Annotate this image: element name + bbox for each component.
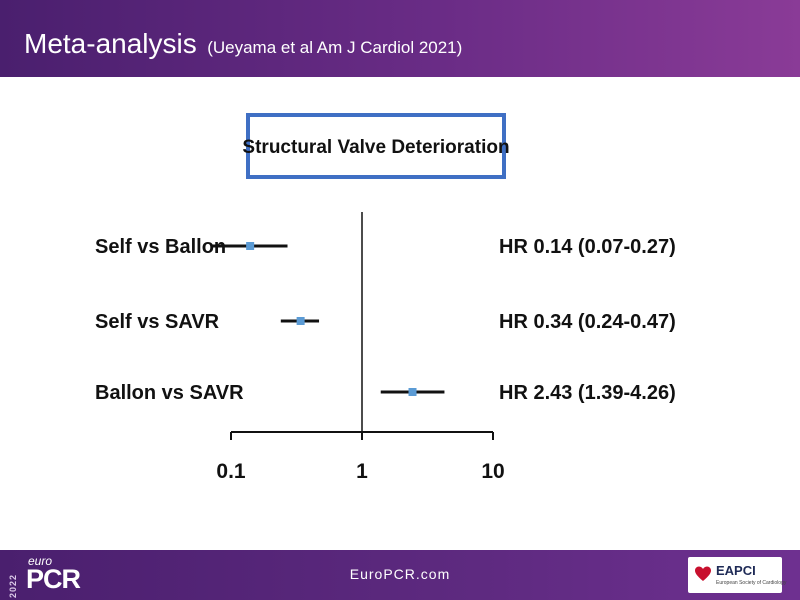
slide-header: Meta-analysis (Ueyama et al Am J Cardiol… bbox=[0, 0, 800, 77]
title-main: Meta-analysis bbox=[24, 28, 197, 59]
forest-row: Ballon vs SAVR HR 2.43 (1.39-4.26) bbox=[95, 382, 676, 404]
forest-row: Self vs Ballon HR 0.14 (0.07-0.27) bbox=[95, 236, 676, 258]
chart-title-frame bbox=[246, 113, 506, 179]
x-tick-label: 1 bbox=[356, 460, 368, 483]
hr-value-label: HR 0.14 (0.07-0.27) bbox=[499, 236, 676, 258]
title-citation: (Ueyama et al Am J Cardiol 2021) bbox=[207, 38, 463, 57]
row-label: Self vs SAVR bbox=[95, 311, 220, 333]
hr-value-label: HR 2.43 (1.39-4.26) bbox=[499, 382, 676, 404]
forest-row: Self vs SAVR HR 0.34 (0.24-0.47) bbox=[95, 311, 676, 333]
hr-value-label: HR 0.34 (0.24-0.47) bbox=[499, 311, 676, 333]
slide-footer: 2022 euro PCR EuroPCR.com bbox=[0, 550, 800, 600]
x-tick-label: 10 bbox=[481, 460, 504, 483]
row-label: Ballon vs SAVR bbox=[95, 382, 244, 404]
hr-point-marker bbox=[408, 388, 417, 396]
footer-url[interactable]: EuroPCR.com bbox=[349, 566, 451, 582]
eapci-name: EAPCI bbox=[716, 563, 756, 578]
logo-pcr-text: PCR bbox=[26, 564, 81, 594]
hr-point-marker bbox=[246, 242, 255, 250]
heart-icon bbox=[695, 566, 711, 581]
europcr-logo: 2022 euro PCR bbox=[6, 554, 96, 598]
row-label: Self vs Ballon bbox=[95, 236, 226, 258]
slide-title: Meta-analysis (Ueyama et al Am J Cardiol… bbox=[24, 28, 462, 60]
forest-plot: Structural Valve Deterioration Self vs B… bbox=[95, 113, 676, 483]
chart-title: Structural Valve Deterioration bbox=[242, 137, 509, 158]
hr-point-marker bbox=[296, 317, 305, 325]
eapci-tagline: European Society of Cardiology bbox=[716, 580, 787, 586]
logo-euro-text: euro bbox=[28, 554, 53, 568]
x-tick-label: 0.1 bbox=[216, 460, 246, 483]
eapci-logo: EAPCI European Society of Cardiology bbox=[688, 557, 786, 593]
